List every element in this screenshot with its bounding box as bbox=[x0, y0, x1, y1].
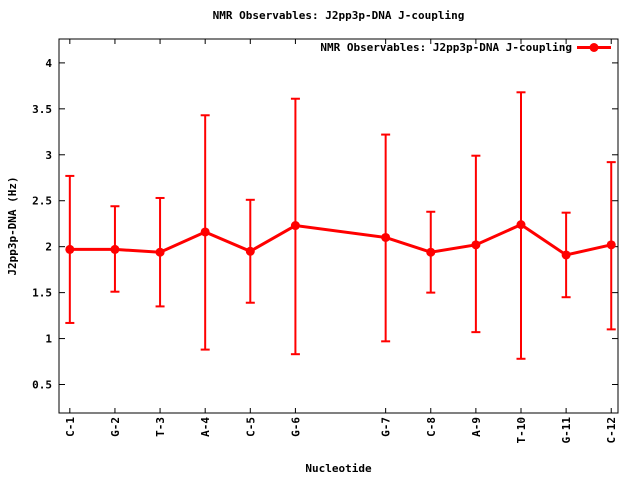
data-point bbox=[245, 246, 255, 256]
x-tick-label: T-3 bbox=[154, 417, 167, 437]
x-tick-label: G-11 bbox=[560, 417, 573, 444]
data-point bbox=[200, 227, 210, 237]
y-tick-label: 4 bbox=[45, 57, 52, 70]
legend-key-sample bbox=[577, 43, 611, 52]
x-tick-label: C-8 bbox=[425, 417, 438, 437]
data-point bbox=[381, 232, 391, 242]
data-point bbox=[426, 247, 436, 257]
x-tick-label: G-7 bbox=[380, 417, 393, 437]
data-point bbox=[290, 221, 300, 231]
chart-title: NMR Observables: J2pp3p-DNA J-coupling bbox=[213, 9, 465, 22]
x-tick-label: C-5 bbox=[244, 417, 257, 437]
x-tick-label: C-1 bbox=[64, 417, 77, 437]
x-tick-label: G-6 bbox=[289, 417, 302, 437]
x-tick-label: A-9 bbox=[470, 417, 483, 437]
y-tick-label: 1.5 bbox=[32, 287, 52, 300]
x-tick-label: G-2 bbox=[109, 417, 122, 437]
data-point bbox=[155, 247, 165, 257]
plot-border bbox=[58, 38, 619, 414]
x-tick-label: T-10 bbox=[515, 417, 528, 444]
data-point bbox=[471, 240, 481, 250]
data-point bbox=[110, 244, 120, 254]
x-axis-label: Nucleotide bbox=[305, 462, 372, 475]
y-tick-label: 3.5 bbox=[32, 103, 52, 116]
y-tick-label: 2 bbox=[45, 241, 52, 254]
y-tick-label: 2.5 bbox=[32, 195, 52, 208]
y-tick-label: 0.5 bbox=[32, 379, 52, 392]
y-tick-label: 3 bbox=[45, 149, 52, 162]
data-point bbox=[561, 250, 571, 260]
legend-point-sample bbox=[589, 43, 599, 52]
x-tick-label: A-4 bbox=[199, 417, 212, 437]
data-point bbox=[65, 244, 75, 254]
y-axis-label: J2pp3p-DNA (Hz) bbox=[6, 176, 19, 275]
legend-label: NMR Observables: J2pp3p-DNA J-coupling bbox=[320, 41, 572, 54]
data-point bbox=[606, 240, 616, 250]
x-tick-label: C-12 bbox=[605, 417, 618, 444]
y-tick-label: 1 bbox=[45, 333, 52, 346]
data-point bbox=[516, 220, 526, 230]
series-line bbox=[69, 222, 612, 257]
